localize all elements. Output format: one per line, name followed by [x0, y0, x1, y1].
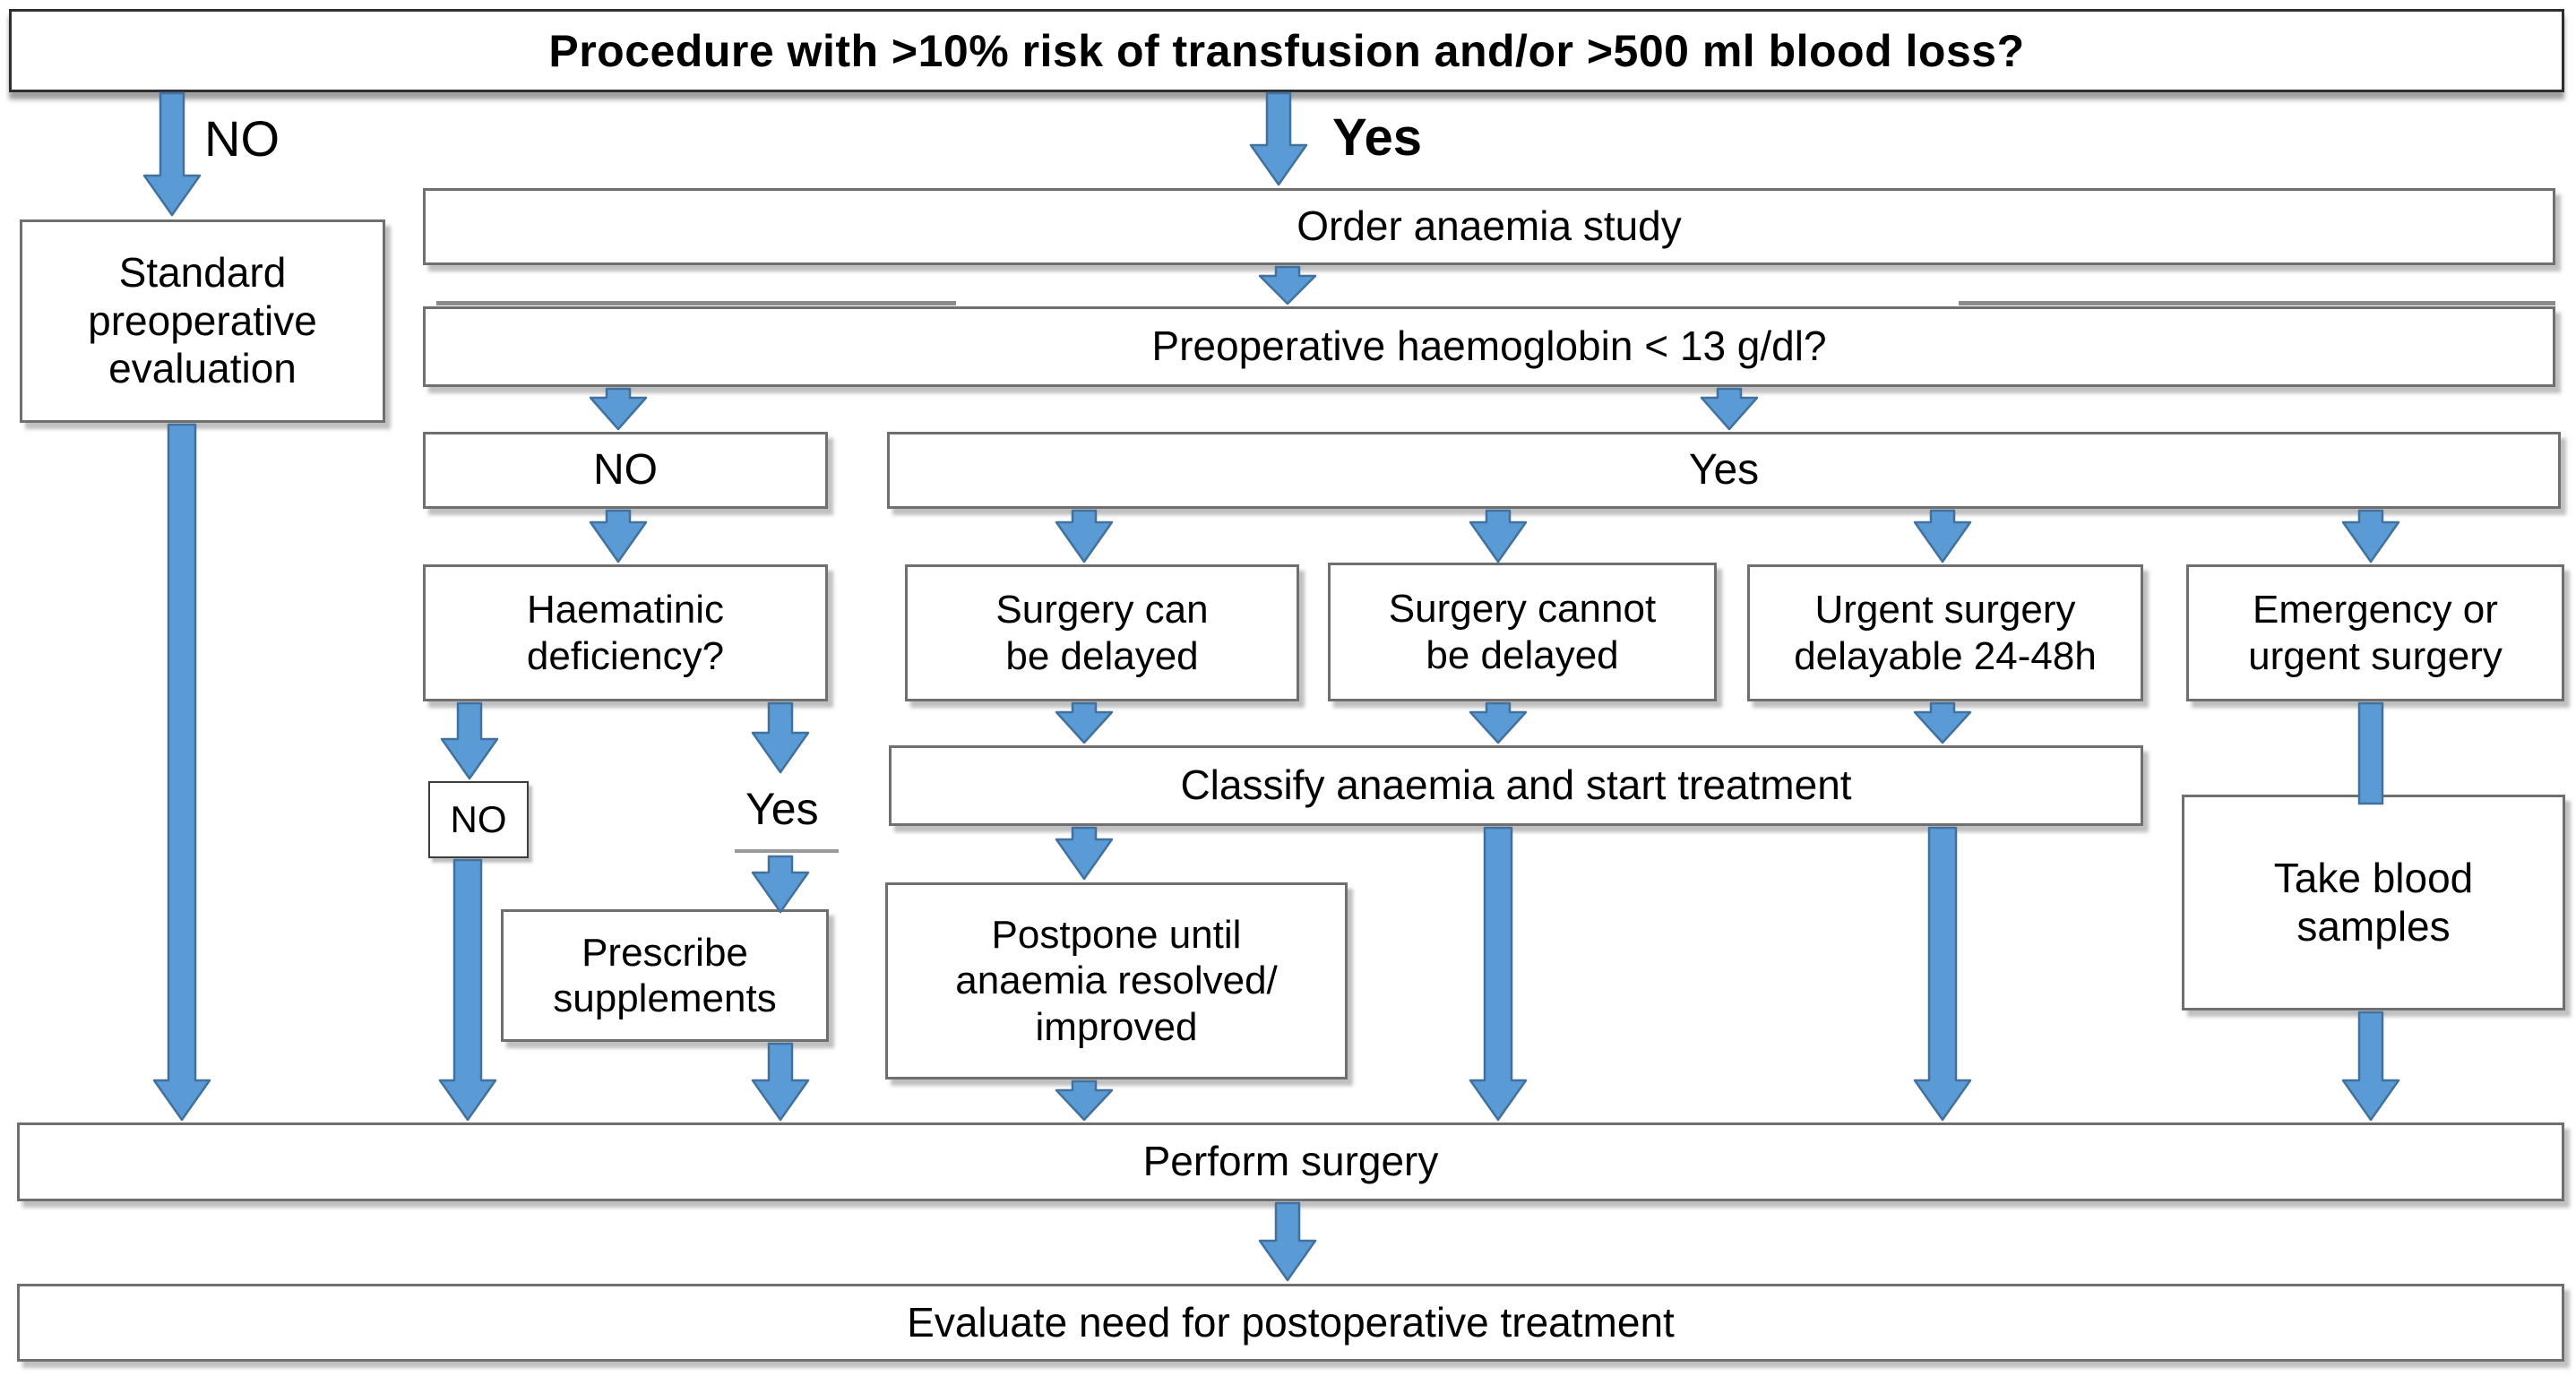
flow-arrow	[1258, 1201, 1317, 1282]
flow-arrow	[440, 701, 499, 780]
postpone-surgery-label: Postpone until anaemia resolved/ improve…	[955, 913, 1278, 1049]
flow-arrow	[2341, 509, 2400, 563]
flow-arrow	[1913, 509, 1972, 563]
flow-arrow	[152, 423, 211, 1122]
flow-arrow	[1469, 701, 1528, 744]
branch-label-yes-top: Yes	[1332, 108, 1422, 167]
hb-no-label: NO	[593, 446, 658, 494]
scan-artifact-line-right	[1959, 301, 2555, 305]
hb-yes-box: Yes	[887, 432, 2561, 509]
perform-surgery-label: Perform surgery	[1142, 1138, 1439, 1185]
postpone-surgery-box: Postpone until anaemia resolved/ improve…	[885, 882, 1348, 1079]
emergency-urgent-surgery-label: Emergency or urgent surgery	[2248, 588, 2503, 678]
flow-arrow	[1700, 387, 1759, 431]
flow-arrow	[1055, 509, 1114, 563]
surgery-cannot-be-delayed-label: Surgery cannot be delayed	[1388, 587, 1657, 677]
flow-arrow	[751, 855, 810, 914]
haematinic-deficiency-label: Haematinic deficiency?	[526, 588, 725, 678]
flow-arrow	[2341, 1010, 2400, 1122]
scan-artifact-line-left	[436, 301, 956, 305]
order-anaemia-study-box: Order anaemia study	[423, 188, 2555, 265]
classify-anaemia-box: Classify anaemia and start treatment	[889, 745, 2143, 826]
branch-label-no-top: NO	[204, 110, 280, 167]
flow-arrow	[751, 1042, 810, 1122]
flow-arrow	[1055, 826, 1114, 881]
preop-haemoglobin-box: Preoperative haemoglobin < 13 g/dl?	[423, 306, 2555, 387]
hb-no-box: NO	[423, 432, 828, 509]
urgent-surgery-delayable-label: Urgent surgery delayable 24-48h	[1794, 588, 2097, 678]
perform-surgery-box: Perform surgery	[17, 1122, 2564, 1201]
branch-label-yes-haematinic: Yes	[745, 784, 819, 834]
haematinic-no-label: NO	[450, 797, 507, 840]
evaluate-postop-box: Evaluate need for postoperative treatmen…	[17, 1284, 2564, 1362]
preop-haemoglobin-label: Preoperative haemoglobin < 13 g/dl?	[1151, 322, 1827, 370]
flow-arrow	[1055, 1079, 1114, 1122]
surgery-can-be-delayed-box: Surgery can be delayed	[905, 564, 1299, 701]
flow-arrow	[1913, 701, 1972, 744]
flow-arrow	[1249, 91, 1308, 186]
flow-arrow	[142, 91, 202, 217]
flow-arrow	[1258, 265, 1317, 305]
prescribe-supplements-box: Prescribe supplements	[501, 909, 829, 1042]
haematinic-deficiency-box: Haematinic deficiency?	[423, 564, 828, 701]
hb-yes-label: Yes	[1688, 446, 1760, 494]
title-label: Procedure with >10% risk of transfusion …	[548, 25, 2025, 76]
take-blood-samples-box: Take blood samples	[2182, 795, 2565, 1010]
flow-arrow	[589, 387, 648, 431]
flow-arrow	[1913, 826, 1972, 1122]
flow-arrow	[589, 509, 648, 563]
evaluate-postop-label: Evaluate need for postoperative treatmen…	[907, 1298, 1675, 1346]
flow-arrow	[1469, 826, 1528, 1122]
urgent-surgery-delayable-box: Urgent surgery delayable 24-48h	[1747, 564, 2143, 701]
haematinic-no-box: NO	[428, 781, 529, 858]
flow-arrow	[1055, 701, 1114, 744]
flow-arrow	[2357, 701, 2384, 805]
flow-arrow	[438, 858, 497, 1122]
emergency-urgent-surgery-box: Emergency or urgent surgery	[2186, 564, 2564, 701]
take-blood-samples-label: Take blood samples	[2273, 855, 2474, 950]
title-box: Procedure with >10% risk of transfusion …	[9, 9, 2564, 92]
prescribe-supplements-label: Prescribe supplements	[553, 930, 777, 1020]
flow-arrow	[1469, 509, 1528, 563]
flow-arrow	[751, 701, 810, 774]
order-anaemia-study-label: Order anaemia study	[1297, 202, 1682, 250]
standard-preop-evaluation-box: Standard preoperative evaluation	[20, 219, 385, 423]
surgery-cannot-be-delayed-box: Surgery cannot be delayed	[1328, 563, 1717, 701]
surgery-can-be-delayed-label: Surgery can be delayed	[995, 588, 1209, 678]
scan-artifact-underline	[735, 849, 839, 853]
standard-preop-evaluation-label: Standard preoperative evaluation	[88, 249, 317, 392]
classify-anaemia-label: Classify anaemia and start treatment	[1180, 761, 1852, 809]
